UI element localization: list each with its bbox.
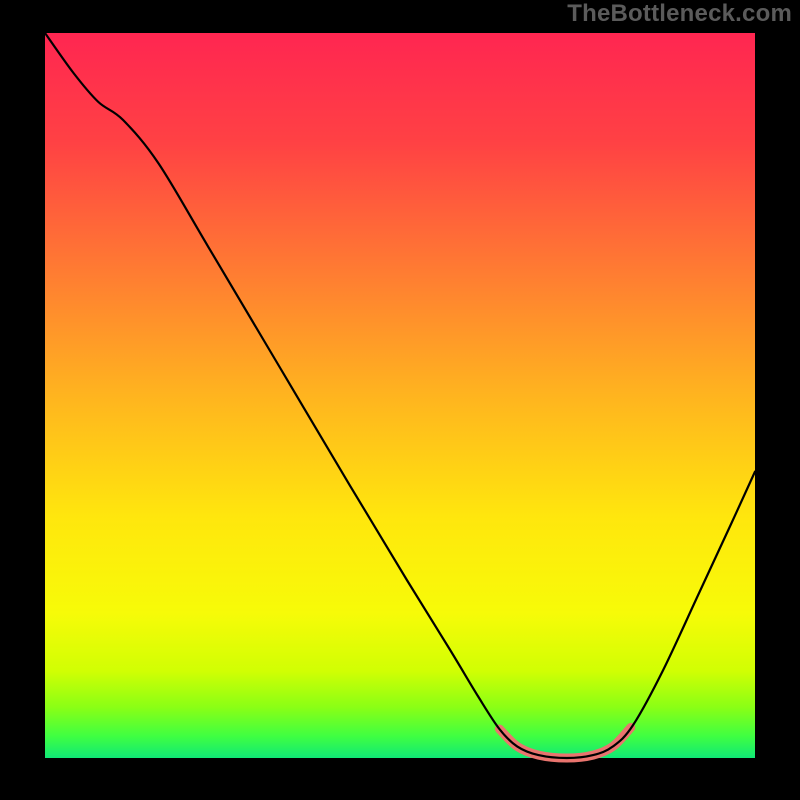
chart-container: TheBottleneck.com	[0, 0, 800, 800]
gradient-background	[45, 33, 755, 758]
watermark-text: TheBottleneck.com	[567, 0, 792, 28]
bottleneck-curve-chart	[0, 0, 800, 800]
